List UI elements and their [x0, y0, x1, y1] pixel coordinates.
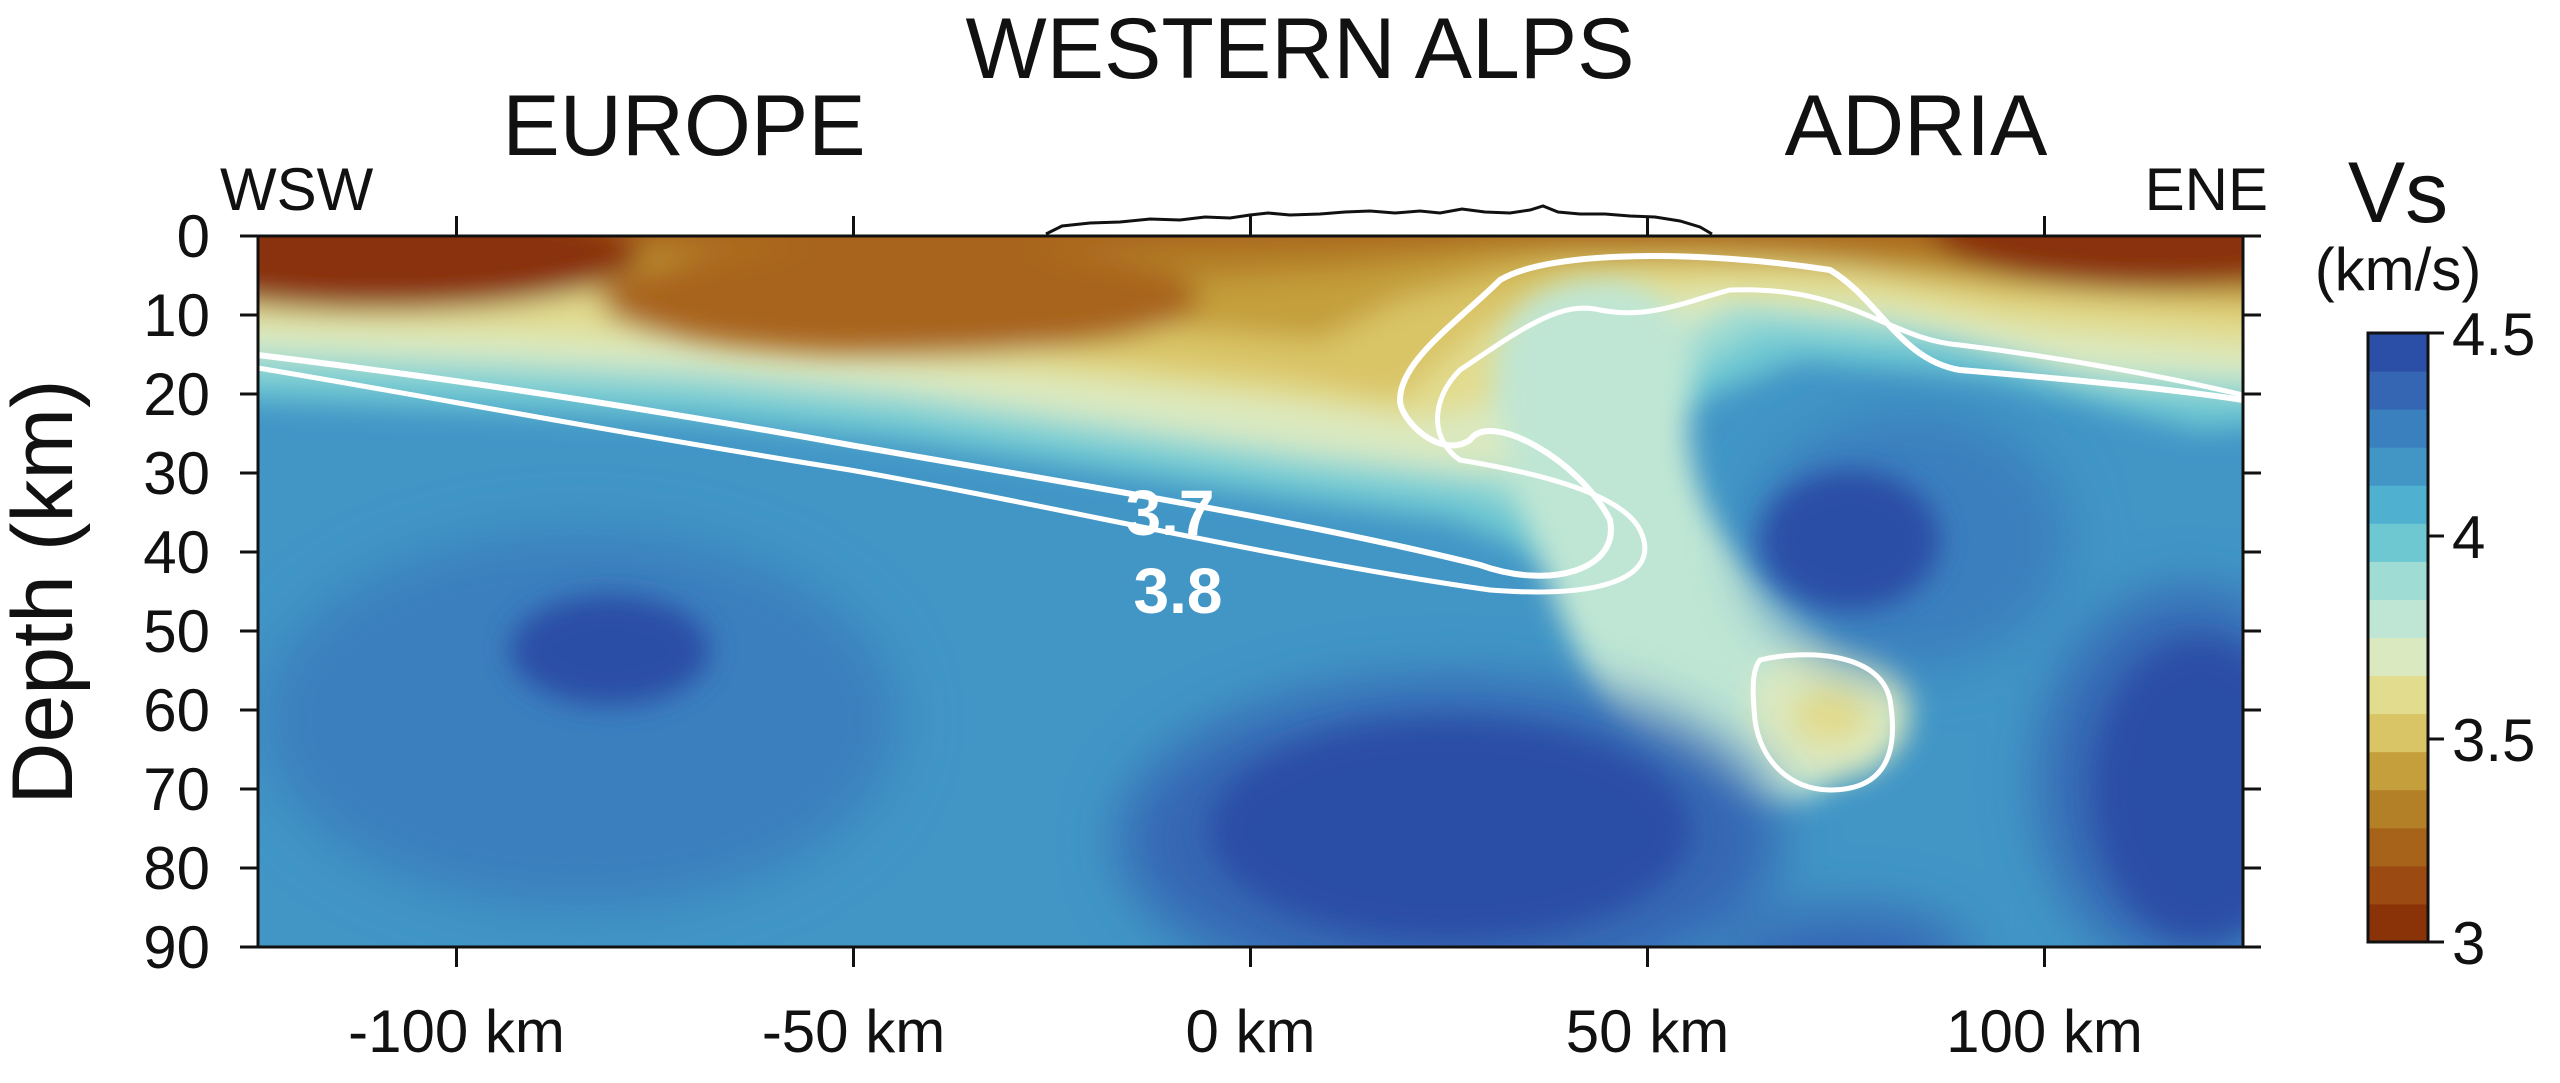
colorbar-unit: (km/s): [2315, 236, 2482, 303]
velocity-field: [258, 236, 2243, 947]
y-axis-ticks: 0 10 20 30 40 50 60 70 80 90: [143, 203, 2261, 981]
colorbar-band: [2368, 675, 2428, 715]
x-tick-label: 50 km: [1566, 998, 1729, 1065]
topography-profile: [1045, 204, 1713, 236]
region-label-europe: EUROPE: [502, 78, 865, 174]
y-tick-label: 70: [143, 756, 210, 823]
colorbar-band: [2368, 561, 2428, 600]
y-tick-label: 40: [143, 519, 210, 586]
chart-title: WESTERN ALPS: [965, 1, 1634, 97]
region-label-adria: ADRIA: [1785, 78, 2048, 174]
colorbar-label: Vs: [2348, 145, 2448, 241]
y-tick-label: 30: [143, 440, 210, 507]
x-tick-label: 100 km: [1946, 998, 2143, 1065]
contour-3.7: [257, 253, 2244, 579]
colorbar-band: [2368, 637, 2428, 677]
y-tick-label: 80: [143, 835, 210, 902]
colorbar-band: [2368, 371, 2428, 410]
colorbar-band: [2368, 827, 2428, 867]
direction-label-wsw: WSW: [220, 156, 374, 223]
y-tick-label: 0: [177, 203, 210, 270]
colorbar-band: [2368, 713, 2428, 753]
colorbar-band: [2368, 751, 2428, 791]
colorbar-tick-label: 3.5: [2452, 707, 2535, 774]
colorbar-band: [2368, 599, 2428, 638]
y-tick-label: 10: [143, 282, 210, 349]
colorbar-band: [2368, 523, 2428, 562]
colorbar-band: [2368, 903, 2428, 943]
colorbar: 3 3.5 4 4.5: [2366, 301, 2535, 977]
colorbar-band: [2368, 409, 2428, 448]
x-axis-ticks: -100 km -50 km 0 km 50 km 100 km: [348, 216, 2143, 1065]
colorbar-frame: [2366, 331, 2430, 944]
contour-label-3.7: 3.7: [1126, 477, 1215, 549]
contour-label-3.8: 3.8: [1134, 555, 1223, 627]
colorbar-band: [2368, 485, 2428, 524]
colorbar-band: [2368, 789, 2428, 829]
x-tick-label: -100 km: [348, 998, 565, 1065]
colorbar-band: [2368, 447, 2428, 486]
colorbar-band: [2368, 865, 2428, 905]
y-tick-label: 60: [143, 677, 210, 744]
contour-3.8-anomaly: [1750, 652, 1895, 793]
x-tick-label: 0 km: [1185, 998, 1315, 1065]
y-axis-label: Depth (km): [0, 379, 91, 804]
y-tick-label: 20: [143, 361, 210, 428]
colorbar-tick-label: 3: [2452, 910, 2485, 977]
contour-3.8: [257, 287, 2244, 595]
colorbar-tick-label: 4: [2452, 504, 2485, 571]
direction-label-ene: ENE: [2145, 156, 2268, 223]
y-tick-label: 90: [143, 914, 210, 981]
x-tick-label: -50 km: [762, 998, 945, 1065]
y-tick-label: 50: [143, 598, 210, 665]
colorbar-tick-label: 4.5: [2452, 301, 2535, 368]
colorbar-band: [2368, 333, 2428, 372]
